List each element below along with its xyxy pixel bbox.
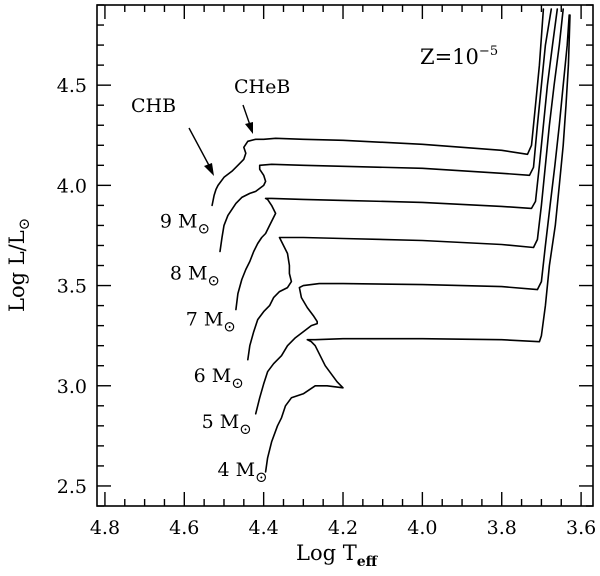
mass-label: 8 M⊙	[170, 263, 220, 290]
track-line	[264, 14, 571, 473]
y-tick-label: 4.5	[57, 75, 87, 97]
track-line	[254, 14, 570, 415]
chb-arrow	[188, 127, 213, 172]
mass-label: 4 M⊙	[217, 459, 267, 486]
y-tick-label: 3.5	[57, 276, 87, 298]
track-line	[247, 8, 564, 361]
x-tick-label: 3.6	[566, 517, 596, 539]
cheb-label: CHeB	[234, 76, 290, 98]
x-tick-label: 4.6	[169, 517, 199, 539]
mass-labels: 9 M⊙ 8 M⊙ 7 M⊙ 6 M⊙ 5 M⊙ 4 M⊙	[160, 210, 268, 485]
mass-label: 6 M⊙	[194, 365, 244, 392]
mass-label: 9 M⊙	[160, 210, 210, 237]
y-tick-label: 2.5	[57, 476, 87, 498]
track-line	[219, 8, 553, 253]
track-line	[211, 8, 545, 207]
x-axis-title: Log Teff	[296, 541, 379, 570]
mass-label: 7 M⊙	[186, 309, 236, 336]
mass-label: 5 M⊙	[202, 411, 252, 438]
x-tick-label: 4.0	[407, 517, 437, 539]
evolutionary-tracks	[211, 8, 571, 473]
x-tick-label: 4.2	[328, 517, 358, 539]
cheb-arrowhead	[245, 122, 253, 134]
chb-arrowhead	[204, 163, 214, 176]
track-line	[235, 8, 559, 311]
chb-label: CHB	[131, 95, 176, 117]
x-tick-label: 4.4	[249, 517, 279, 539]
axis-ticks	[97, 4, 593, 507]
plot-frame	[96, 4, 594, 507]
y-tick-label: 4.0	[57, 175, 87, 197]
y-tick-label: 3.0	[57, 376, 87, 398]
x-tick-label: 3.8	[487, 517, 517, 539]
x-tick-label: 4.8	[90, 517, 120, 539]
y-axis-title: Log L/L⊙	[5, 218, 33, 312]
metallicity-label: Z=10−5	[420, 44, 498, 69]
tick-labels: 4.8 4.6 4.4 4.2 4.0 3.8 3.6 2.5 3.0 3.5 4.0 4.5	[57, 75, 596, 539]
